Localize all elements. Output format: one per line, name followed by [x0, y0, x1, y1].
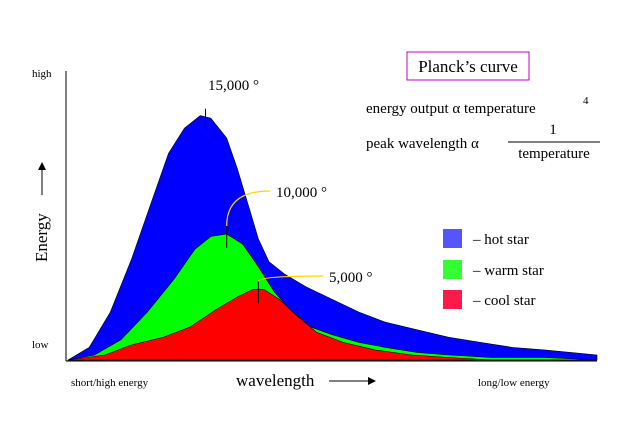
peak-label-hot: 15,000 ° [208, 78, 259, 94]
formula-peak-numerator: 1 [549, 122, 557, 138]
legend-swatch-cool [443, 290, 462, 309]
peak-leader-warm [226, 190, 271, 227]
area-cool-star [67, 289, 597, 361]
legend-swatch-warm [443, 260, 462, 279]
peak-leader-cool [257, 275, 324, 282]
y-tick-low: low [32, 339, 49, 351]
formula-peak-denominator: temperature [518, 146, 590, 162]
legend-label-warm: – warm star [472, 263, 544, 279]
y-tick-high: high [32, 68, 52, 80]
formula-energy: energy output α temperature [366, 101, 536, 117]
formula-energy-exponent: 4 [583, 95, 589, 107]
x-axis-arrowhead [368, 377, 376, 385]
legend-swatch-hot [443, 229, 462, 248]
chart-title: Planck’s curve [418, 57, 518, 76]
legend-label-hot: – hot star [472, 232, 529, 248]
title-box [406, 51, 530, 81]
x-tick-left: short/high energy [71, 377, 149, 389]
peak-label-warm: 10,000 ° [276, 185, 327, 201]
curve-layer [66, 108, 598, 361]
y-axis-label: Energy [32, 213, 51, 262]
legend: – hot star – warm star – cool star [443, 229, 544, 309]
legend-label-cool: – cool star [472, 293, 535, 309]
x-tick-right: long/low energy [478, 377, 550, 389]
y-axis-arrowhead [38, 162, 46, 170]
formula-peak-prefix: peak wavelength α [366, 136, 479, 152]
x-axis-label: wavelength [236, 371, 315, 390]
peak-label-cool: 5,000 ° [329, 270, 373, 286]
